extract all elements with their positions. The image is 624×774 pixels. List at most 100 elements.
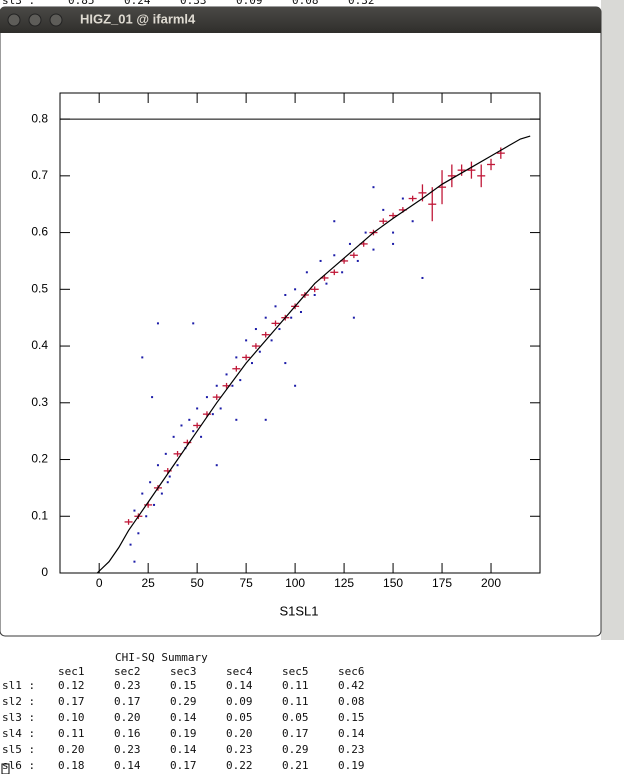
data-point xyxy=(137,532,140,535)
data-point xyxy=(341,271,344,274)
cell: 0.11 xyxy=(282,695,309,708)
maximize-button[interactable] xyxy=(49,13,63,27)
data-point xyxy=(245,339,248,342)
chi-sq-summary: CHI-SQ Summary sec1 sec2 sec3 sec4 sec5 sec6 s… xyxy=(2,651,365,772)
cell: 0.17 xyxy=(282,727,309,740)
terminal-cell: 0.08 xyxy=(292,0,319,7)
minimize-button[interactable] xyxy=(28,13,42,27)
y-tick-label: 0.8 xyxy=(31,111,48,125)
data-point xyxy=(278,328,281,331)
summary-title: CHI-SQ Summary xyxy=(115,651,208,664)
data-point xyxy=(299,311,302,314)
terminal-cell: 0.33 xyxy=(180,0,207,7)
cell: 0.17 xyxy=(58,695,85,708)
cell: 0.20 xyxy=(114,711,141,724)
data-point xyxy=(284,293,287,296)
cell: 0.23 xyxy=(338,743,365,756)
plot-frame xyxy=(59,92,541,574)
terminal-cell: 0.24 xyxy=(124,0,151,7)
data-point xyxy=(333,254,336,257)
data-point xyxy=(196,407,199,410)
terminal-cell: 0.32 xyxy=(348,0,375,7)
y-tick-label: 0.4 xyxy=(31,338,48,352)
terminal-top-line: sl3 : 0.85 0.24 0.33 0.09 0.08 0.32 xyxy=(2,0,375,7)
data-point xyxy=(176,464,179,467)
data-point xyxy=(264,316,267,319)
x-tick-label: 150 xyxy=(383,576,403,590)
data-point xyxy=(205,396,208,399)
data-point xyxy=(133,560,136,563)
fit-curve xyxy=(96,135,531,574)
data-point xyxy=(215,384,218,387)
cell: 0.15 xyxy=(338,711,365,724)
data-point xyxy=(254,328,257,331)
cell: 0.20 xyxy=(58,743,85,756)
cell: 0.14 xyxy=(226,679,253,692)
data-point xyxy=(274,305,277,308)
terminal-cell: sl3 : xyxy=(2,0,35,7)
row-label: sl3 : xyxy=(2,711,35,724)
y-tick-label: 0.5 xyxy=(31,281,48,295)
x-tick-label: 0 xyxy=(96,576,103,590)
cell: 0.09 xyxy=(226,695,253,708)
data-point xyxy=(188,418,191,421)
data-point xyxy=(192,430,195,433)
data-point xyxy=(392,242,395,245)
cursor xyxy=(1,763,10,774)
data-point xyxy=(231,384,234,387)
data-point xyxy=(352,316,355,319)
cell: 0.11 xyxy=(282,679,309,692)
data-point xyxy=(149,481,152,484)
data-point xyxy=(319,259,322,262)
plot-area: 0 0.1 0.2 0.3 0.4 0.5 0.6 0.7 0.8 0 25 50 75 100 125 15… xyxy=(31,93,540,590)
window xyxy=(0,6,602,637)
cell: 0.08 xyxy=(338,695,365,708)
x-tick-label: 100 xyxy=(285,576,305,590)
data-point xyxy=(270,339,273,342)
data-point xyxy=(180,424,183,427)
cell: 0.23 xyxy=(114,679,141,692)
y-tick-label: 0 xyxy=(41,565,48,579)
column-header: sec6 xyxy=(338,665,365,678)
data-point xyxy=(211,413,214,416)
column-header: sec3 xyxy=(170,665,197,678)
cell: 0.19 xyxy=(170,727,197,740)
x-tick-label: 50 xyxy=(190,576,204,590)
data-point xyxy=(235,418,238,421)
cell: 0.29 xyxy=(282,743,309,756)
data-point xyxy=(153,503,156,506)
y-tick-label: 0.7 xyxy=(31,168,48,182)
cell: 0.14 xyxy=(338,727,365,740)
data-point xyxy=(129,543,132,546)
data-point xyxy=(141,492,144,495)
data-point xyxy=(235,356,238,359)
data-point xyxy=(239,379,242,382)
y-tick-label: 0.3 xyxy=(31,395,48,409)
cell: 0.05 xyxy=(226,711,253,724)
y-tick-label: 0.1 xyxy=(31,508,48,522)
data-point xyxy=(166,481,169,484)
data-point xyxy=(225,373,228,376)
cell: 0.15 xyxy=(170,679,197,692)
data-point xyxy=(251,362,253,365)
cell: 0.23 xyxy=(114,743,141,756)
cell: 0.10 xyxy=(58,711,85,724)
data-point xyxy=(411,220,414,223)
close-button[interactable] xyxy=(7,13,21,27)
data-point xyxy=(168,475,171,478)
data-point xyxy=(294,384,297,387)
cell: 0.22 xyxy=(226,759,253,772)
x-axis-label: S1SL1 xyxy=(279,603,318,618)
x-tick-label: 200 xyxy=(481,576,501,590)
data-point xyxy=(215,464,218,467)
data-point xyxy=(348,242,351,245)
data-point xyxy=(392,231,395,234)
cell: 0.11 xyxy=(58,727,85,740)
data-point xyxy=(294,288,297,291)
desktop-edge xyxy=(601,0,624,640)
cell: 0.23 xyxy=(226,743,253,756)
cell: 0.14 xyxy=(170,743,197,756)
row-label: sl5 : xyxy=(2,743,35,756)
